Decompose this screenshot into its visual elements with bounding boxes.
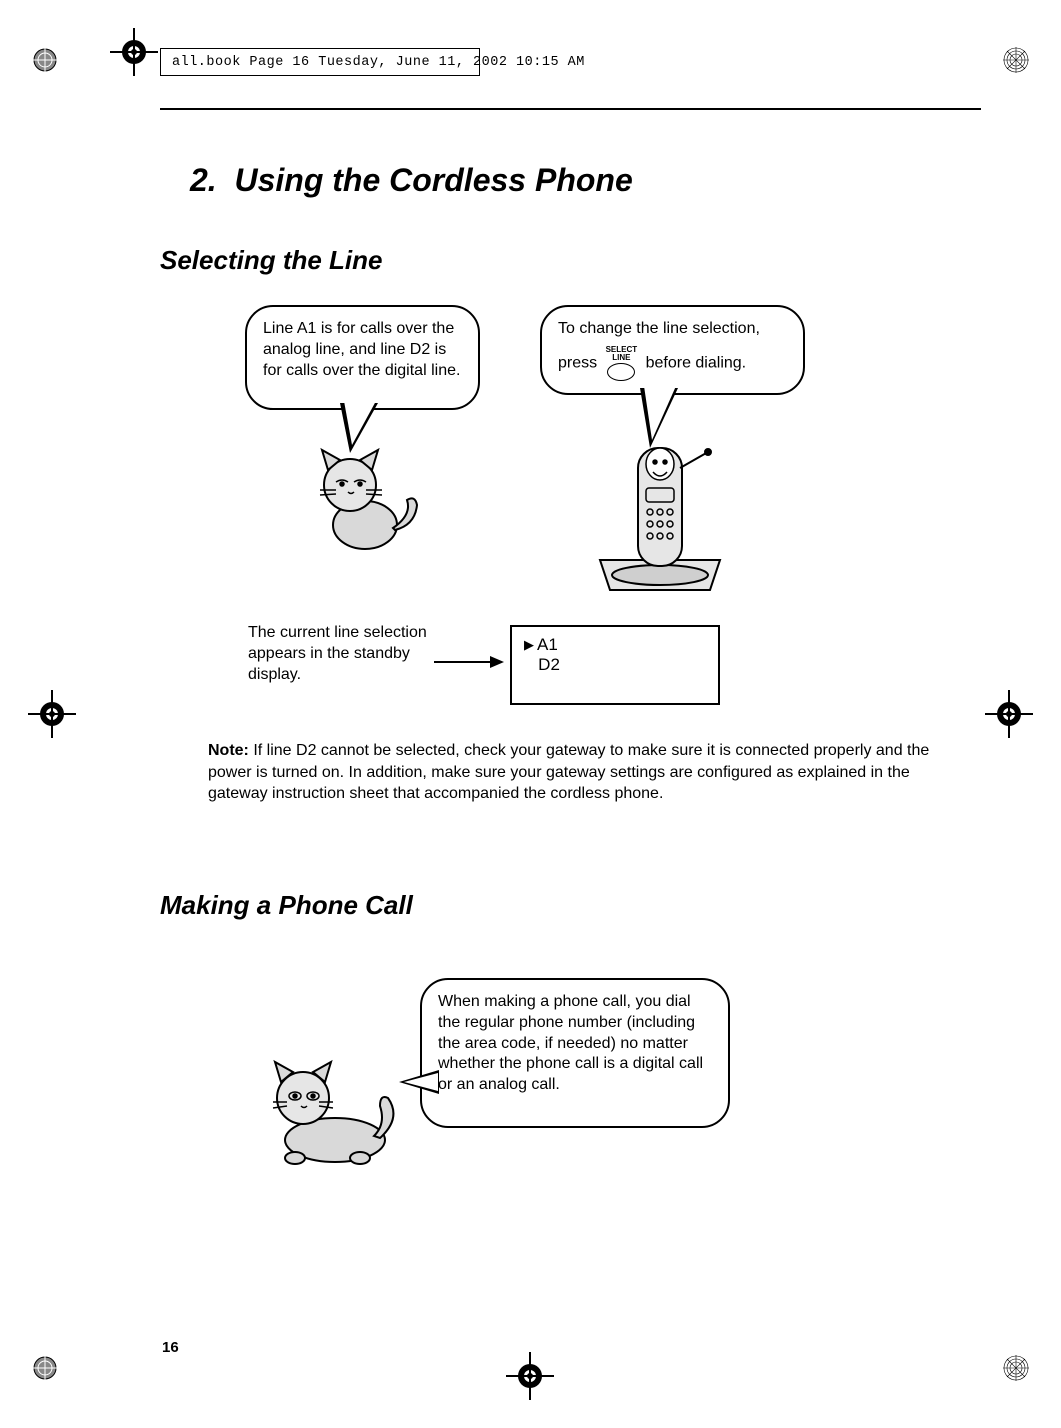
cat-lying-illustration-icon [255,1020,405,1180]
header-rule [160,108,981,110]
running-header: all.book Page 16 Tuesday, June 11, 2002 … [172,55,585,70]
crop-mark-icon [30,1353,60,1383]
bubble2-line1: To change the line selection, [558,319,787,340]
crop-mark-icon [30,45,60,75]
chapter-title: 2. Using the Cordless Phone [190,162,633,199]
chapter-name: Using the Cordless Phone [234,162,632,198]
section-title-selecting: Selecting the Line [160,245,383,276]
oval-button-icon [607,363,635,381]
note-label: Note: [208,742,249,759]
triangle-icon: ▶ [524,637,534,653]
note-paragraph: Note: If line D2 cannot be selected, che… [208,740,971,805]
select-line-button-icon: SELECT LINE [606,346,638,381]
crosshair-icon [506,1352,554,1400]
cordless-phone-icon [580,420,740,600]
note-body: If line D2 cannot be selected, check you… [208,742,929,802]
speech-bubble-line-explanation: Line A1 is for calls over the analog lin… [245,305,480,410]
chapter-number: 2. [190,162,217,198]
crosshair-icon [985,690,1033,738]
crosshair-icon [110,28,158,76]
arrow-icon [434,655,504,674]
bubble-text: Line A1 is for calls over the analog lin… [263,320,460,379]
crop-mark-icon [1001,45,1031,75]
display-line-1: ▶A1 [524,635,706,655]
bubble2-post: before dialing. [646,355,747,372]
cat-illustration-icon [300,440,430,560]
bubble-tail-icon [399,1070,439,1094]
display-line-2: D2 [524,655,706,675]
page: all.book Page 16 Tuesday, June 11, 2002 … [0,0,1061,1428]
speech-bubble-dialing: When making a phone call, you dial the r… [420,978,730,1128]
crop-mark-icon [1001,1353,1031,1383]
select-line-label-bottom: LINE [606,354,638,362]
bubble-text: When making a phone call, you dial the r… [438,993,703,1093]
display-caption: The current line selection appears in th… [248,623,428,685]
page-number: 16 [162,1339,179,1356]
crosshair-icon [28,690,76,738]
section-title-making: Making a Phone Call [160,890,413,921]
phone-display: ▶A1 D2 [510,625,720,705]
speech-bubble-change-selection: To change the line selection, press SELE… [540,305,805,395]
bubble2-press: press [558,355,597,372]
